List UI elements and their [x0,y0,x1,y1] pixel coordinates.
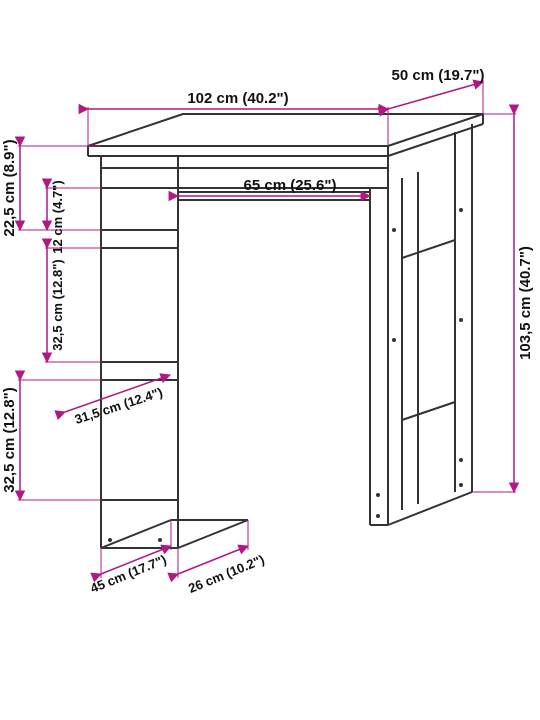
label-upper-gap: 12 cm (4.7") [50,180,65,253]
dim-upper-gap: 12 cm (4.7") [45,180,101,253]
label-shelf-front: 31,5 cm (12.4") [73,384,165,427]
label-shelf-top: 22,5 cm (8.9") [1,139,18,236]
dim-mid-gap: 32,5 cm (12.8") [45,248,101,362]
dim-shelf-width: 26 cm (10.2") [178,520,266,596]
dim-low-gap: 32,5 cm (12.8") [1,380,101,500]
label-rail-span: 65 cm (25.6") [244,177,337,194]
dim-depth-top: 50 cm (19.7") [388,67,485,146]
label-shelf-width: 26 cm (10.2") [186,552,266,596]
dim-height-overall: 103,5 cm (40.7") [472,114,534,492]
dim-shelf-front: 31,5 cm (12.4") [65,375,170,427]
label-mid-gap: 32,5 cm (12.8") [50,259,65,350]
dim-width-top: 102 cm (40.2") [88,90,388,146]
dimension-diagram: 102 cm (40.2") 50 cm (19.7") 103,5 cm (4… [0,0,540,720]
label-depth-top: 50 cm (19.7") [392,67,485,84]
label-width-top: 102 cm (40.2") [187,90,288,107]
dim-rail-span: 65 cm (25.6") [178,177,370,196]
label-height-overall: 103,5 cm (40.7") [517,246,534,360]
label-low-gap: 32,5 cm (12.8") [1,387,18,493]
label-leg-depth: 45 cm (17.7") [88,552,168,596]
